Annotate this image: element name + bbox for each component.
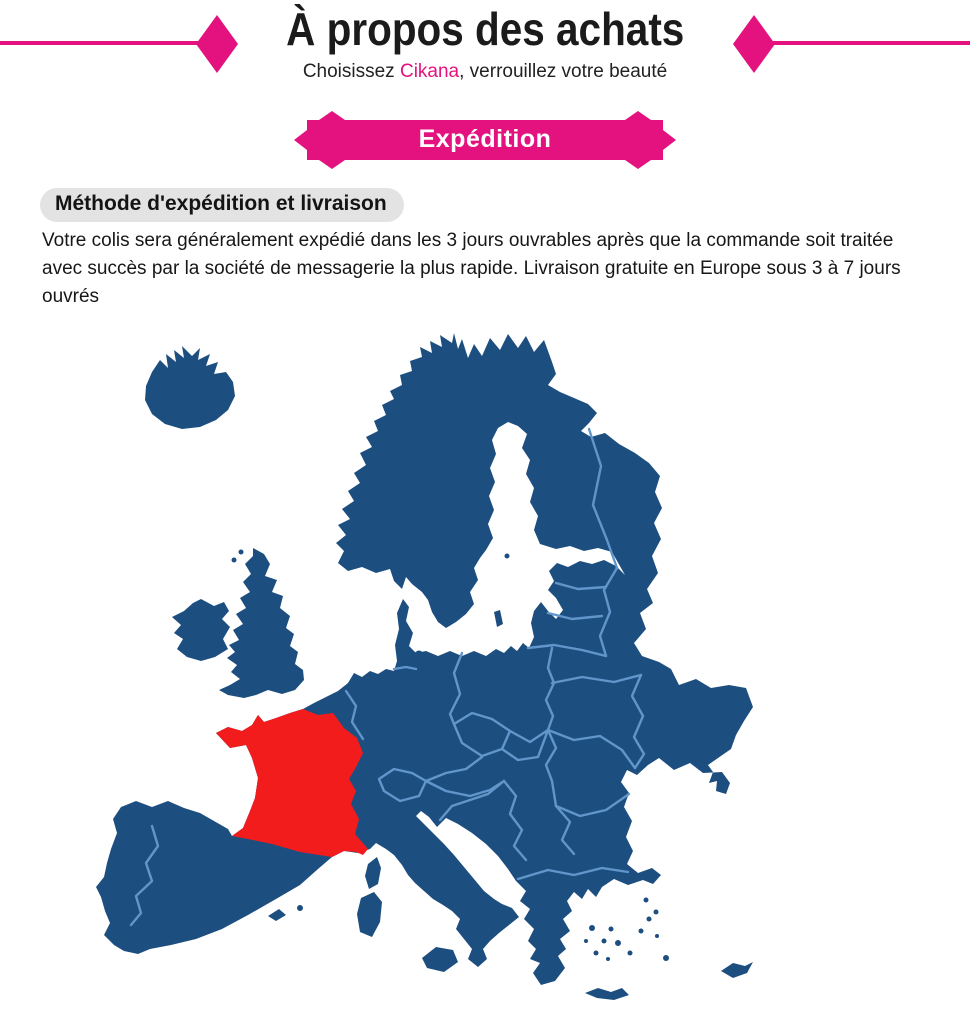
page-subtitle: Choisissez Cikana, verrouillez votre bea… [0,61,970,83]
island-ireland [172,599,230,661]
island-great-britain [219,548,304,698]
shipping-banner: Expédition [294,111,676,169]
ribbon-banner-shape [294,111,676,169]
mediterranean-islands [268,857,753,1000]
shipping-description: Votre colis sera généralement expédié da… [42,230,901,307]
header-rule-right [772,41,970,45]
header-rule-left [0,41,200,45]
country-borders [129,427,646,927]
subtitle-prefix: Choisissez [302,61,400,82]
baltic-islands [231,549,510,664]
region-france-highlight [216,709,368,857]
subtitle-suffix: , verrouillez votre beauté [459,61,668,82]
page-title: À propos des achats [285,3,685,55]
europe-map [96,333,753,1000]
section-heading: Méthode d'expédition et livraison [40,188,404,222]
banner-label: Expédition [418,124,552,153]
brand-name: Cikana [399,61,460,82]
island-iceland [145,346,235,429]
aegean-islands [584,897,669,961]
